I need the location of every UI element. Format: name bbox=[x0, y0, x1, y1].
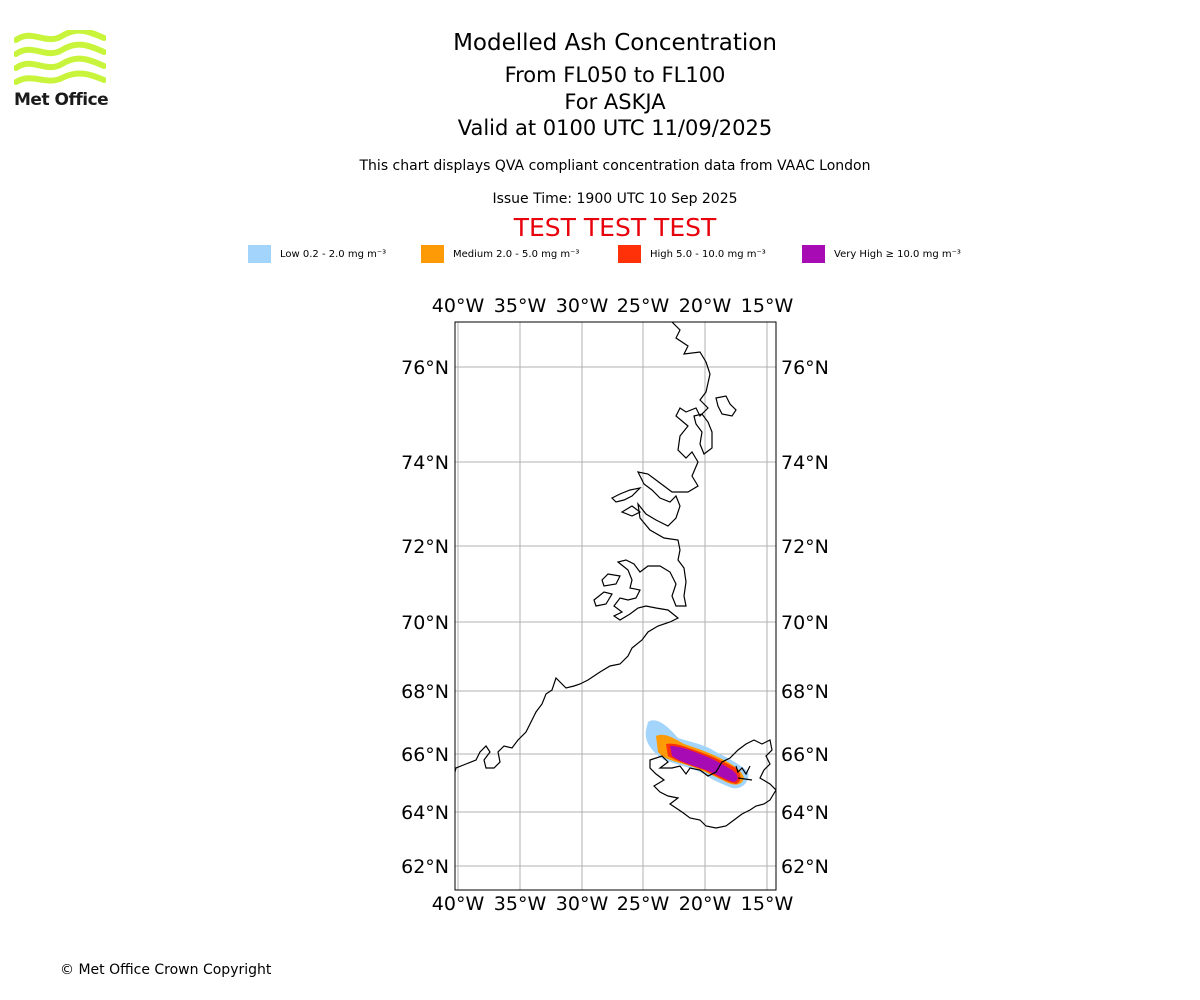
concentration-legend: Low 0.2 - 2.0 mg m⁻³ Medium 2.0 - 5.0 mg… bbox=[0, 244, 1200, 266]
volcano-name: For ASKJA bbox=[564, 90, 666, 114]
lon-label-bottom-15w: 15°W bbox=[741, 893, 794, 915]
lon-label-bottom-40w: 40°W bbox=[432, 893, 485, 915]
legend-label-very-high: Very High ≥ 10.0 mg m⁻³ bbox=[834, 248, 961, 260]
lon-labels-top: 40°W 35°W 30°W 25°W 20°W 15°W bbox=[432, 295, 794, 317]
legend-swatch-very-high bbox=[802, 245, 825, 263]
legend-label-medium: Medium 2.0 - 5.0 mg m⁻³ bbox=[453, 248, 580, 260]
chart-title: Modelled Ash Concentration bbox=[453, 30, 777, 56]
lon-label-bottom-20w: 20°W bbox=[679, 893, 732, 915]
legend-item-medium: Medium 2.0 - 5.0 mg m⁻³ bbox=[421, 244, 579, 264]
lat-label-right-74n: 74°N bbox=[781, 452, 829, 474]
lon-label-top-25w: 25°W bbox=[617, 295, 670, 317]
coastlines bbox=[455, 322, 776, 829]
lat-label-right-76n: 76°N bbox=[781, 357, 829, 379]
lat-label-left-74n: 74°N bbox=[401, 452, 449, 474]
lon-label-top-35w: 35°W bbox=[494, 295, 547, 317]
coastline-fjord-1 bbox=[610, 487, 642, 503]
lon-label-bottom-30w: 30°W bbox=[556, 893, 609, 915]
coastline-iceland bbox=[649, 739, 776, 829]
lon-label-top-40w: 40°W bbox=[432, 295, 485, 317]
coastline-island-1 bbox=[715, 395, 737, 417]
legend-item-very-high: Very High ≥ 10.0 mg m⁻³ bbox=[802, 244, 961, 264]
met-office-waves-icon bbox=[13, 27, 107, 85]
copyright-notice: © Met Office Crown Copyright bbox=[60, 962, 272, 978]
flight-levels: From FL050 to FL100 bbox=[504, 63, 726, 87]
legend-swatch-low bbox=[248, 245, 271, 263]
lon-labels-bottom: 40°W 35°W 30°W 25°W 20°W 15°W bbox=[432, 893, 794, 915]
lat-label-left-68n: 68°N bbox=[401, 681, 449, 703]
legend-swatch-high bbox=[618, 245, 641, 263]
legend-label-low: Low 0.2 - 2.0 mg m⁻³ bbox=[280, 248, 387, 260]
lat-label-right-66n: 66°N bbox=[781, 744, 829, 766]
issue-time: Issue Time: 1900 UTC 10 Sep 2025 bbox=[492, 191, 738, 207]
lon-label-top-20w: 20°W bbox=[679, 295, 732, 317]
legend-swatch-medium bbox=[421, 245, 444, 263]
lon-label-top-30w: 30°W bbox=[556, 295, 609, 317]
lat-labels-left: 76°N 74°N 72°N 70°N 68°N 66°N 64°N 62°N bbox=[401, 357, 449, 878]
lat-label-left-70n: 70°N bbox=[401, 612, 449, 634]
coastline-fjord-3 bbox=[601, 573, 621, 587]
lat-label-right-70n: 70°N bbox=[781, 612, 829, 634]
ash-plume bbox=[645, 720, 749, 789]
lat-label-left-66n: 66°N bbox=[401, 744, 449, 766]
coastline-greenland-east bbox=[455, 322, 711, 773]
lat-labels-right: 76°N 74°N 72°N 70°N 68°N 66°N 64°N 62°N bbox=[781, 357, 829, 878]
coastline-fjord-2 bbox=[620, 505, 642, 517]
map-graticule bbox=[455, 322, 776, 890]
legend-item-low: Low 0.2 - 2.0 mg m⁻³ bbox=[248, 244, 386, 264]
lat-label-right-64n: 64°N bbox=[781, 802, 829, 824]
valid-time: Valid at 0100 UTC 11/09/2025 bbox=[457, 116, 773, 140]
lat-label-right-68n: 68°N bbox=[781, 681, 829, 703]
lat-label-left-76n: 76°N bbox=[401, 357, 449, 379]
lat-label-right-72n: 72°N bbox=[781, 536, 829, 558]
coastline-fjord-4 bbox=[593, 591, 613, 607]
coastline-volcano-marker bbox=[735, 765, 753, 781]
lat-label-left-72n: 72°N bbox=[401, 536, 449, 558]
test-banner: TEST TEST TEST bbox=[513, 213, 717, 242]
coastline-island-2 bbox=[693, 413, 713, 455]
lon-label-bottom-25w: 25°W bbox=[617, 893, 670, 915]
lat-label-right-62n: 62°N bbox=[781, 856, 829, 878]
logo-wordmark: Met Office bbox=[14, 90, 109, 110]
lon-label-bottom-35w: 35°W bbox=[494, 893, 547, 915]
legend-item-high: High 5.0 - 10.0 mg m⁻³ bbox=[618, 244, 766, 264]
ash-area-very-high bbox=[670, 746, 738, 782]
map-frame bbox=[454, 321, 777, 891]
lat-label-left-62n: 62°N bbox=[401, 856, 449, 878]
chart-description: This chart displays QVA compliant concen… bbox=[359, 158, 871, 174]
met-office-logo: Met Office bbox=[13, 27, 109, 112]
legend-label-high: High 5.0 - 10.0 mg m⁻³ bbox=[650, 248, 766, 260]
lat-label-left-64n: 64°N bbox=[401, 802, 449, 824]
lon-label-top-15w: 15°W bbox=[741, 295, 794, 317]
